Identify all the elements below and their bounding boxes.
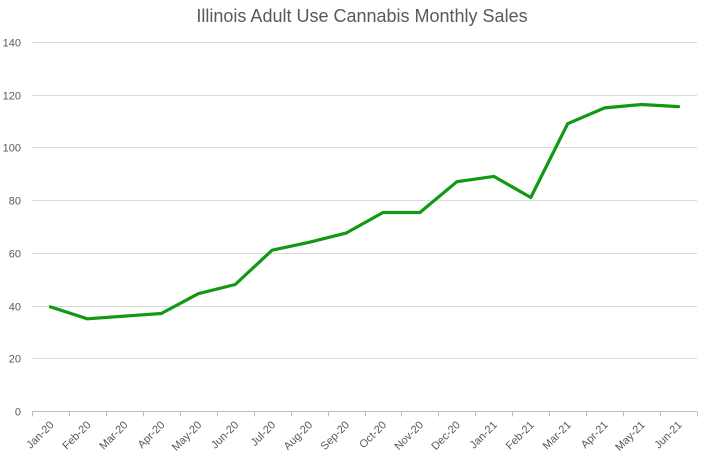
- y-tick-label: 80: [9, 196, 21, 208]
- gridlines: [32, 42, 697, 412]
- y-tick-label: 120: [3, 91, 21, 103]
- x-tick-label: Mar-20: [97, 419, 130, 452]
- x-tick-label: Feb-21: [504, 419, 537, 452]
- x-tick-label: Nov-20: [392, 419, 426, 453]
- x-tick-label: Jul-20: [249, 419, 279, 449]
- y-tick-label: 40: [9, 302, 21, 314]
- y-tick-label: 60: [9, 249, 21, 261]
- x-tick-label: Sep-20: [319, 419, 353, 453]
- x-tick-label: Apr-21: [579, 419, 611, 451]
- x-tick-label: Jun-20: [209, 419, 241, 451]
- x-tick-label: Jan-20: [24, 419, 56, 451]
- x-tick-label: Oct-20: [357, 419, 389, 451]
- y-tick-label: 100: [3, 143, 21, 155]
- x-tick-label: May-21: [613, 419, 647, 453]
- y-tick-label: 0: [15, 407, 21, 419]
- x-tick-label: Apr-20: [136, 419, 168, 451]
- y-tick-label: 20: [9, 354, 21, 366]
- x-tick-label: Jan-21: [468, 419, 500, 451]
- y-axis: 0 20 40 60 80 100 120 140: [3, 38, 21, 419]
- x-tick-label: Feb-20: [60, 419, 93, 452]
- chart-title: Illinois Adult Use Cannabis Monthly Sale…: [196, 6, 527, 26]
- x-tick-label: Mar-21: [541, 419, 574, 452]
- x-tick-label: Dec-20: [429, 419, 463, 453]
- x-axis: Jan-20 Feb-20 Mar-20 Apr-20 May-20 Jun-20 Jul-…: [24, 411, 698, 454]
- x-tick-label: Aug-20: [282, 419, 316, 453]
- y-tick-label: 140: [3, 38, 21, 50]
- x-tick-label: Jun-21: [652, 419, 684, 451]
- x-tick-label: May-20: [170, 419, 204, 453]
- series-line-0: [48, 102, 681, 321]
- series-layer: [48, 102, 681, 321]
